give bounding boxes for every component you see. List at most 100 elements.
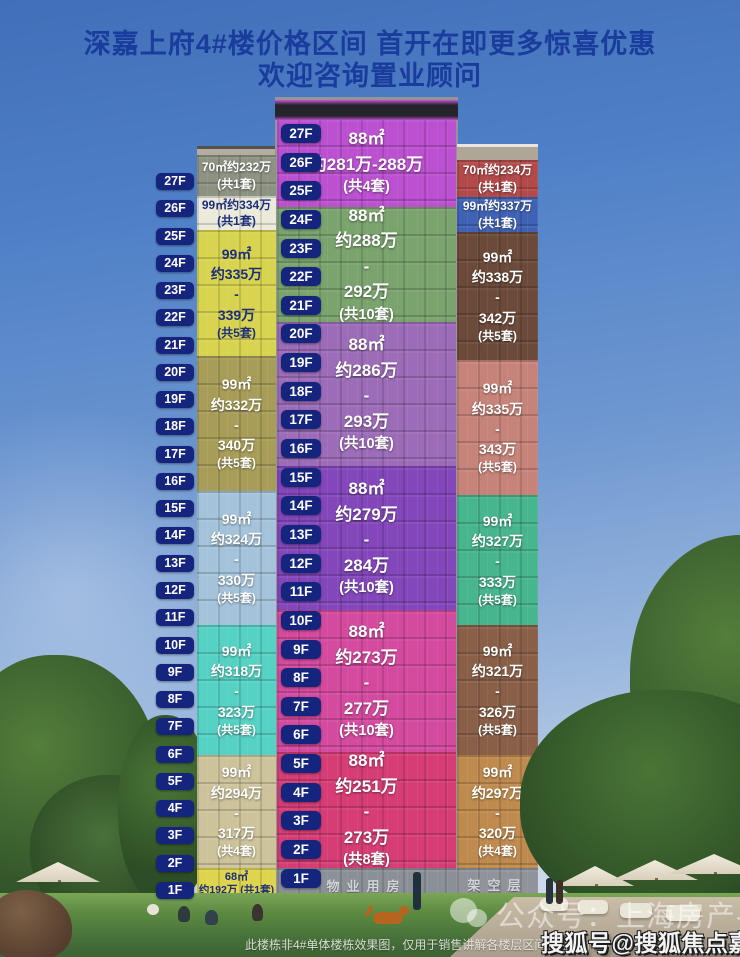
- floor-badge: 20F: [156, 363, 194, 381]
- floor-badge: 11F: [281, 582, 321, 602]
- price-block-left-11f-15f: 99㎡ 约324万 - 330万 (共5套): [197, 491, 276, 625]
- price-line: (共1套): [478, 179, 517, 194]
- floor-badge: 4F: [156, 800, 194, 818]
- price-line: (共4套): [217, 844, 256, 859]
- floor-badge: 21F: [281, 295, 321, 315]
- price-line: 99㎡: [221, 245, 252, 262]
- price-line: -: [495, 804, 500, 821]
- floor-badge: 1F: [156, 881, 194, 899]
- price-line: 约318万: [210, 663, 263, 679]
- floor-badge: 8F: [281, 668, 321, 688]
- price-line: (共10套): [339, 306, 394, 323]
- price-line: 320万: [478, 825, 517, 842]
- price-line: 292万: [343, 282, 390, 302]
- price-line: 约279万: [335, 504, 398, 524]
- floor-badge: 23F: [281, 238, 321, 258]
- price-block-right-26f: 99㎡约337万 (共1套): [457, 197, 538, 232]
- price-line: 343万: [478, 441, 517, 458]
- price-line: 273万: [343, 827, 390, 847]
- floor-badge: 13F: [281, 524, 321, 544]
- price-line: (共8套): [343, 852, 390, 869]
- floor-badge: 11F: [156, 609, 194, 627]
- price-line: 88㎡: [348, 751, 385, 771]
- person-walking: [556, 880, 563, 904]
- price-line: -: [234, 804, 239, 821]
- floor-badge: 3F: [156, 827, 194, 845]
- price-line: 99㎡: [482, 642, 513, 659]
- dog: [373, 906, 409, 924]
- floor-badge: 10F: [281, 610, 321, 630]
- floor-badge: 27F: [156, 173, 194, 190]
- price-line: -: [363, 802, 370, 822]
- floor-badge-column-left: 27F 26F 25F 24F 23F 22F 21F 20F 19F 18F 17F 16F 15F 1…: [156, 173, 194, 899]
- title-line-1: 深嘉上府4#楼价格区间 首开在即更多惊喜优惠: [83, 29, 657, 59]
- price-line: 70㎡约234万: [462, 163, 533, 178]
- price-line: 约335万: [210, 266, 263, 282]
- price-block-right-16f-20f: 99㎡ 约335万 - 343万 (共5套): [457, 360, 538, 495]
- floor-badge: 7F: [156, 718, 194, 736]
- floor-badge: 19F: [156, 391, 194, 409]
- title-line-2: 欢迎咨询置业顾问: [258, 61, 482, 92]
- price-line: 99㎡约334万: [201, 197, 272, 212]
- lounge-seat: [578, 900, 608, 914]
- floor-badge: 22F: [156, 309, 194, 327]
- page-title: 深嘉上府4#楼价格区间 首开在即更多惊喜优惠 欢迎咨询置业顾问: [0, 28, 740, 93]
- floor-badge: 12F: [281, 553, 321, 573]
- price-line: (共1套): [217, 214, 256, 228]
- floor-badge: 9F: [281, 639, 321, 659]
- price-line: 99㎡: [482, 380, 513, 397]
- floor-badge: 4F: [281, 782, 321, 802]
- price-line: (共5套): [478, 722, 517, 737]
- floor-badge: 17F: [281, 410, 321, 430]
- price-line: 99㎡: [221, 764, 252, 781]
- price-block-right-21f-25f: 99㎡ 约338万 - 342万 (共5套): [457, 232, 538, 360]
- floor-badge: 27F: [281, 124, 321, 143]
- floor-badge: 22F: [281, 267, 321, 287]
- person: [205, 910, 218, 925]
- price-line: 326万: [478, 703, 517, 720]
- lounge-seat: [620, 903, 652, 918]
- price-line: -: [363, 386, 370, 406]
- floor-badge: 7F: [281, 696, 321, 716]
- price-line: (共4套): [343, 179, 390, 196]
- price-line: (共4套): [478, 844, 517, 859]
- price-line: 293万: [343, 411, 390, 431]
- price-line: 物业用房: [326, 878, 407, 894]
- floor-badge-column-mid: 27F 26F 25F 24F 23F 22F 21F 20F 19F 18F 17F 16F 15F 1…: [281, 124, 321, 888]
- price-line: (共5套): [478, 592, 517, 607]
- price-line: -: [495, 683, 500, 700]
- price-line: 约281万-288万: [309, 154, 424, 174]
- price-line: 99㎡: [482, 512, 513, 529]
- price-line: 约273万: [335, 647, 398, 667]
- disclaimer-text: 此楼栋非4#单体楼栋效果图，仅用于销售讲解各楼层区间价格，不能作为楼栋……: [245, 938, 679, 952]
- price-line: (共1套): [478, 215, 517, 230]
- floor-badge: 15F: [281, 467, 321, 487]
- price-line: 99㎡: [221, 376, 252, 393]
- price-line: 99㎡: [221, 510, 252, 527]
- price-line: -: [234, 286, 239, 303]
- floor-badge: 26F: [156, 200, 194, 218]
- price-line: (共5套): [217, 722, 256, 737]
- floor-badge: 3F: [281, 811, 321, 831]
- price-line: (共1套): [217, 176, 256, 191]
- price-line: 277万: [343, 698, 390, 718]
- floor-badge: 10F: [156, 636, 194, 654]
- floor-badge: 14F: [281, 496, 321, 516]
- price-line: 88㎡: [348, 622, 385, 642]
- price-line: 约286万: [335, 360, 398, 380]
- floor-badge: 2F: [156, 854, 194, 872]
- price-line: (共10套): [339, 723, 394, 740]
- price-line: (共5套): [217, 325, 256, 340]
- price-line: 约321万: [471, 663, 524, 679]
- floor-badge: 14F: [156, 527, 194, 545]
- floor-badge: 16F: [281, 439, 321, 459]
- price-line: 88㎡: [348, 205, 385, 225]
- floor-badge: 17F: [156, 445, 194, 463]
- floor-badge: 13F: [156, 554, 194, 572]
- price-line: 88㎡: [348, 479, 385, 499]
- price-line: 284万: [343, 555, 390, 575]
- price-block-left-6f-10f: 99㎡ 约318万 - 323万 (共5套): [197, 625, 276, 755]
- price-line: -: [363, 673, 370, 693]
